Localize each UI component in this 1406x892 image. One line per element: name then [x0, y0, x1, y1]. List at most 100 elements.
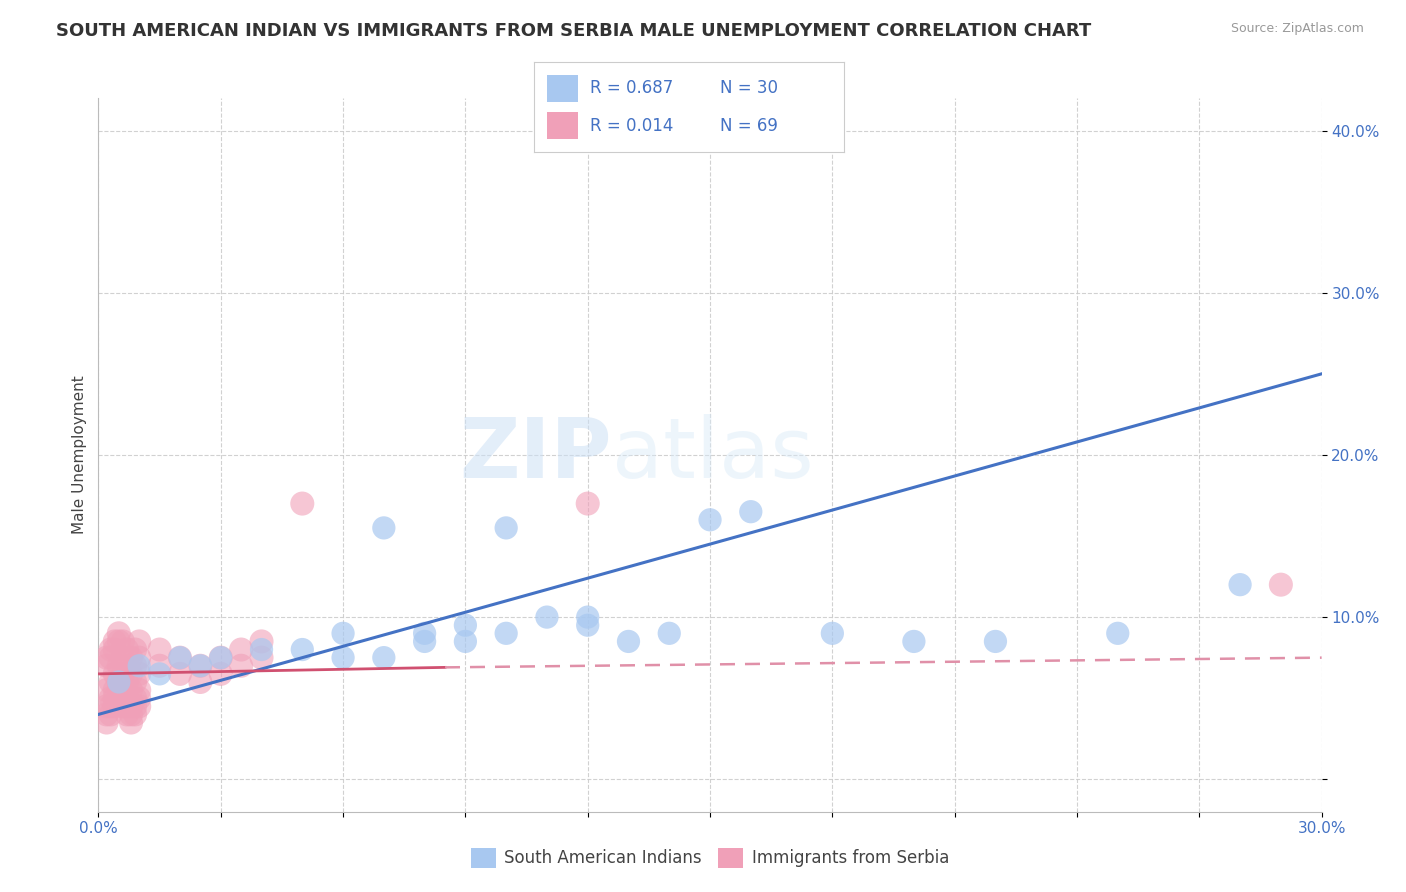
Point	[903, 634, 925, 648]
Point	[115, 707, 138, 722]
Point	[96, 658, 118, 673]
Point	[149, 658, 172, 673]
Point	[108, 675, 131, 690]
Point	[124, 675, 146, 690]
Point	[120, 650, 142, 665]
Point	[104, 699, 127, 714]
Point	[291, 497, 314, 511]
Point	[209, 650, 232, 665]
Point	[100, 675, 122, 690]
Point	[111, 650, 134, 665]
Point	[96, 683, 118, 698]
Point	[120, 666, 142, 681]
Point	[104, 642, 127, 657]
Point	[115, 642, 138, 657]
Point	[250, 634, 273, 648]
Point	[169, 650, 191, 665]
Point	[1229, 577, 1251, 591]
Point	[454, 618, 477, 632]
Point	[209, 650, 232, 665]
Point	[111, 699, 134, 714]
Point	[128, 658, 150, 673]
Point	[100, 699, 122, 714]
Point	[108, 634, 131, 648]
Point	[169, 666, 191, 681]
Y-axis label: Male Unemployment: Male Unemployment	[72, 376, 87, 534]
Point	[108, 683, 131, 698]
Point	[617, 634, 640, 648]
Point	[111, 683, 134, 698]
Point	[536, 610, 558, 624]
Point	[104, 666, 127, 681]
Point	[821, 626, 844, 640]
Point	[576, 610, 599, 624]
Text: N = 69: N = 69	[720, 117, 778, 135]
Point	[100, 642, 122, 657]
Point	[128, 683, 150, 698]
Point	[188, 675, 212, 690]
Text: SOUTH AMERICAN INDIAN VS IMMIGRANTS FROM SERBIA MALE UNEMPLOYMENT CORRELATION CH: SOUTH AMERICAN INDIAN VS IMMIGRANTS FROM…	[56, 22, 1091, 40]
Point	[124, 699, 146, 714]
Bar	[547, 112, 578, 139]
Text: R = 0.014: R = 0.014	[591, 117, 673, 135]
Point	[188, 658, 212, 673]
Point	[454, 634, 477, 648]
Point	[128, 691, 150, 706]
Point	[120, 715, 142, 730]
Point	[120, 707, 142, 722]
Point	[291, 642, 314, 657]
Text: R = 0.687: R = 0.687	[591, 79, 673, 97]
Text: Source: ZipAtlas.com: Source: ZipAtlas.com	[1230, 22, 1364, 36]
Point	[96, 650, 118, 665]
Point	[96, 699, 118, 714]
Point	[149, 666, 172, 681]
Point	[124, 707, 146, 722]
Point	[104, 683, 127, 698]
Point	[128, 650, 150, 665]
Text: ZIP: ZIP	[460, 415, 612, 495]
Point	[250, 650, 273, 665]
Point	[209, 666, 232, 681]
Point	[128, 666, 150, 681]
Point	[115, 658, 138, 673]
Point	[120, 699, 142, 714]
Point	[699, 513, 721, 527]
Point	[413, 634, 436, 648]
Bar	[547, 75, 578, 102]
Point	[495, 521, 517, 535]
Point	[188, 658, 212, 673]
Point	[104, 634, 127, 648]
Point	[100, 691, 122, 706]
Point	[373, 650, 395, 665]
Point	[104, 691, 127, 706]
Point	[128, 634, 150, 648]
Point	[1270, 577, 1292, 591]
Point	[108, 691, 131, 706]
Point	[124, 691, 146, 706]
Point	[108, 675, 131, 690]
Point	[100, 650, 122, 665]
Point	[111, 691, 134, 706]
Point	[373, 521, 395, 535]
Point	[576, 497, 599, 511]
Point	[1107, 626, 1129, 640]
Point	[111, 634, 134, 648]
Point	[108, 658, 131, 673]
Point	[115, 691, 138, 706]
Point	[96, 715, 118, 730]
Point	[108, 626, 131, 640]
Point	[124, 642, 146, 657]
Point	[100, 707, 122, 722]
Point	[111, 666, 134, 681]
Point	[169, 650, 191, 665]
Point	[128, 699, 150, 714]
Point	[115, 675, 138, 690]
Point	[984, 634, 1007, 648]
Point	[124, 658, 146, 673]
Point	[250, 642, 273, 657]
Point	[332, 626, 354, 640]
Text: atlas: atlas	[612, 415, 814, 495]
Point	[495, 626, 517, 640]
Point	[658, 626, 681, 640]
Text: N = 30: N = 30	[720, 79, 778, 97]
